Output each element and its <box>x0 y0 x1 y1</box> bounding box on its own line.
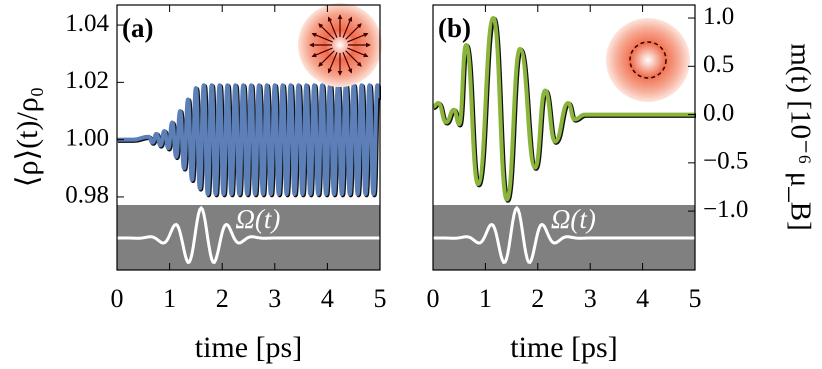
pulse-label: Ω(t) <box>235 204 280 234</box>
panel-label: (b) <box>438 13 471 43</box>
x-tick-label: 3 <box>268 284 281 313</box>
y-tick-label: 1.0 <box>703 3 734 30</box>
inset-arrow <box>311 32 333 43</box>
y-tick-label: −0.5 <box>703 148 748 175</box>
inset-arrow <box>327 16 338 38</box>
inset-glow <box>606 18 690 102</box>
panel-label: (a) <box>122 13 153 43</box>
inset-arrow <box>345 50 362 67</box>
x-tick-label: 1 <box>163 284 176 313</box>
x-tick-label: 0 <box>427 284 440 313</box>
inset-arrow <box>318 23 335 40</box>
inset-arrow <box>311 47 333 58</box>
pulse-curve <box>433 205 695 265</box>
x-tick-label: 1 <box>479 284 492 313</box>
x-tick-label: 5 <box>689 284 702 313</box>
y-tick-label: 0.5 <box>703 51 734 78</box>
inset-ring <box>629 41 667 79</box>
inset-arrow <box>347 47 369 58</box>
x-tick-label: 0 <box>111 284 124 313</box>
data-line <box>117 83 380 197</box>
x-axis-label: time [ps] <box>195 331 302 364</box>
y-tick-label: 1.00 <box>65 124 109 151</box>
y-tick-label: 0.0 <box>703 99 734 126</box>
x-tick-label: 5 <box>374 284 387 313</box>
y-tick-label: 1.04 <box>65 10 109 37</box>
x-tick-label: 2 <box>216 284 229 313</box>
x-axis-label: time [ps] <box>510 331 617 364</box>
inset-arrow <box>347 32 369 43</box>
y-tick-label: 1.02 <box>65 67 109 94</box>
x-tick-label: 2 <box>531 284 544 313</box>
x-tick-label: 4 <box>321 284 334 313</box>
inset-arrow <box>342 52 353 74</box>
inset-arrow <box>342 16 353 38</box>
plot-frame <box>116 4 381 271</box>
data-line <box>433 16 695 202</box>
y-tick-label: 0.98 <box>65 182 109 209</box>
x-tick-label: 4 <box>636 284 649 313</box>
plot-frame <box>432 4 696 271</box>
pulse-curve <box>117 205 380 265</box>
y-axis-label: ⟨ρ⟩(t)/ρ₀ <box>11 87 44 187</box>
pulse-label: Ω(t) <box>551 204 596 234</box>
y-tick-label: −1.0 <box>703 196 748 223</box>
inset-arrow <box>345 23 362 40</box>
y-axis-label: m(t) [10⁻⁶ μ_B] <box>784 43 816 231</box>
inset-arrow <box>327 52 338 74</box>
x-tick-label: 3 <box>584 284 597 313</box>
inset-arrow <box>318 50 335 67</box>
